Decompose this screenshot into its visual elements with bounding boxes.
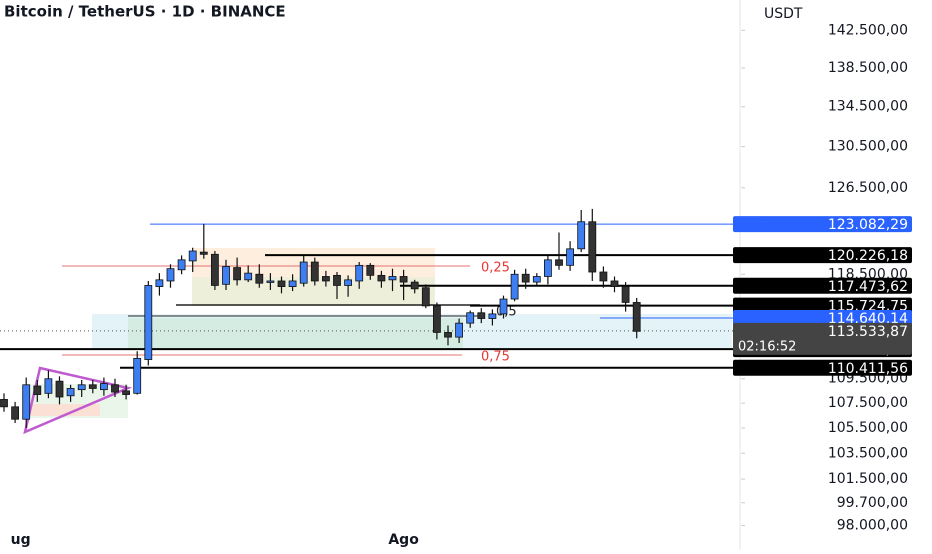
candle-body [133, 357, 142, 394]
y-tick-label: 142.500,00 [828, 22, 908, 38]
price-tag-label: 120.226,18 [828, 248, 908, 264]
candle-body [77, 384, 86, 391]
candle-body [366, 264, 375, 276]
y-tick-label: 103.500,00 [828, 445, 908, 461]
candle-body [321, 276, 330, 282]
candle-body [144, 285, 153, 360]
candle-body [555, 259, 563, 266]
y-tick-label: 99.700,00 [837, 495, 908, 511]
candle-body [177, 259, 186, 271]
candle-body [310, 261, 319, 282]
candle-body [210, 253, 219, 286]
candle-body [100, 383, 108, 391]
candle-body [377, 274, 386, 282]
candle-body [532, 276, 541, 283]
candle-body [388, 276, 397, 281]
x-tick-label: ug [11, 532, 31, 548]
candle-body [188, 250, 197, 262]
fib-label: 0,75 [481, 350, 510, 365]
price-tag [733, 310, 912, 327]
zone [192, 277, 435, 306]
chart-title: Bitcoin / TetherUS · 1D · BINANCE [4, 3, 286, 21]
candle-body [22, 384, 31, 420]
candle-body [466, 312, 475, 324]
candle-body [33, 385, 42, 395]
candle-body [521, 273, 530, 283]
currency-label: USDT [764, 6, 803, 22]
candle-body [410, 281, 419, 290]
candle-body [122, 390, 130, 395]
candle-body [155, 279, 164, 287]
candle-body [0, 399, 8, 408]
candle-body [455, 322, 464, 338]
candle-body [344, 279, 353, 286]
candle-body [510, 273, 519, 300]
price-tag-label: 110.411,56 [828, 361, 908, 377]
candle-body [288, 280, 297, 287]
price-tag-label: 117.473,62 [828, 279, 908, 295]
price-tag [733, 216, 912, 233]
candle-body [255, 273, 264, 284]
candle-body [488, 313, 497, 319]
y-tick-label: 134.500,00 [828, 99, 908, 115]
candle-body [111, 384, 119, 393]
y-tick-label: 107.500,00 [828, 395, 908, 411]
candle-body [55, 380, 64, 398]
candle-body [444, 332, 452, 338]
price-tag [733, 277, 912, 294]
candle-body [66, 388, 75, 397]
zone [128, 318, 463, 349]
candle-body [355, 264, 364, 282]
candle-body [299, 261, 308, 284]
candle-body [599, 271, 608, 282]
candle-body [266, 280, 275, 283]
price-tag [733, 359, 912, 376]
candle-body [333, 274, 341, 286]
x-tick-label: Ago [388, 532, 419, 548]
candle-body [577, 221, 586, 250]
candle-body [588, 221, 597, 273]
y-tick-label: 138.500,00 [828, 60, 908, 76]
fib-label: 0,25 [481, 261, 510, 276]
countdown: 02:16:52 [738, 339, 796, 354]
candle-body [222, 266, 230, 285]
price-tag [733, 247, 912, 264]
candle-body [432, 305, 441, 333]
candle-body [566, 248, 574, 266]
candle-body [499, 298, 508, 315]
price-tag [733, 297, 912, 314]
triangle [23, 366, 133, 435]
candle-body [199, 251, 208, 255]
candle-body [399, 276, 408, 283]
y-tick-label: 98.000,00 [837, 518, 908, 534]
candle-body [244, 272, 253, 281]
candle-body [88, 384, 97, 389]
candle-body [632, 302, 641, 332]
candle-body [44, 378, 53, 394]
price-tag [733, 322, 912, 355]
candle-body [233, 267, 242, 281]
y-tick-label: 126.500,00 [828, 180, 908, 196]
candle-body [544, 259, 552, 277]
candle-body [421, 287, 430, 307]
candle-body [166, 268, 175, 282]
price-tag-label: 113.533,87 [828, 324, 908, 340]
candle-body [610, 280, 619, 287]
price-tag-label: 123.082,29 [828, 217, 908, 233]
candle-body [477, 312, 486, 319]
candle-body [621, 286, 630, 303]
y-tick-label: 105.500,00 [828, 420, 908, 436]
candle-body [11, 406, 20, 420]
candle-body [277, 280, 286, 287]
y-tick-label: 130.500,00 [828, 139, 908, 155]
y-tick-label: 101.500,00 [828, 471, 908, 487]
